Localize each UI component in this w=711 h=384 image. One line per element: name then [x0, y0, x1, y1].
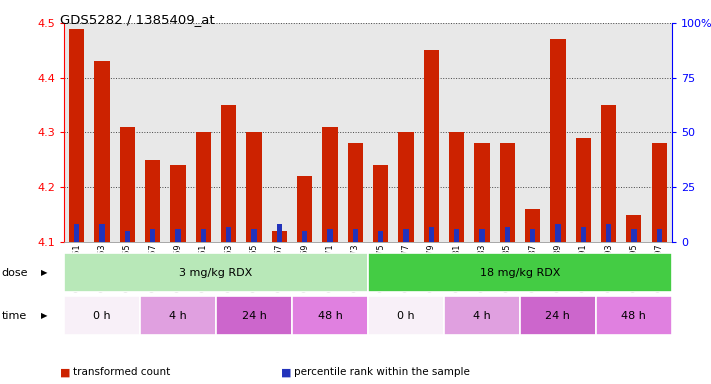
Bar [398, 132, 414, 242]
Bar [378, 231, 383, 242]
Text: 0 h: 0 h [93, 311, 111, 321]
Bar [140, 296, 216, 335]
Bar [246, 132, 262, 242]
Bar [145, 160, 160, 242]
Bar [601, 105, 616, 242]
Bar [525, 209, 540, 242]
Bar [474, 143, 489, 242]
Bar [596, 296, 672, 335]
Bar [124, 231, 130, 242]
Bar [626, 215, 641, 242]
Text: 3 mg/kg RDX: 3 mg/kg RDX [179, 268, 252, 278]
Bar [95, 61, 109, 242]
Text: ■: ■ [281, 367, 292, 377]
Text: 18 mg/kg RDX: 18 mg/kg RDX [480, 268, 560, 278]
Bar [322, 127, 338, 242]
Bar [656, 229, 662, 242]
Bar [292, 296, 368, 335]
Text: transformed count: transformed count [73, 367, 171, 377]
Bar [449, 132, 464, 242]
Bar [444, 296, 520, 335]
Bar [251, 229, 257, 242]
Text: 24 h: 24 h [545, 311, 570, 321]
Text: dose: dose [1, 268, 28, 278]
Text: ▶: ▶ [41, 268, 48, 277]
Bar [277, 224, 282, 242]
Text: 48 h: 48 h [621, 311, 646, 321]
Bar [403, 229, 409, 242]
Text: 24 h: 24 h [242, 311, 267, 321]
Bar [216, 296, 292, 335]
Text: 4 h: 4 h [169, 311, 187, 321]
Bar [520, 296, 596, 335]
Text: 4 h: 4 h [473, 311, 491, 321]
Text: 48 h: 48 h [318, 311, 343, 321]
Bar [479, 229, 485, 242]
Bar [651, 143, 667, 242]
Bar [297, 176, 312, 242]
Bar [100, 224, 105, 242]
Bar [64, 296, 140, 335]
Bar [348, 143, 363, 242]
Bar [226, 227, 231, 242]
Text: ▶: ▶ [41, 311, 48, 320]
Bar [530, 229, 535, 242]
Bar [150, 229, 155, 242]
Bar [302, 231, 307, 242]
Bar [196, 132, 211, 242]
Bar [555, 224, 560, 242]
Bar [424, 50, 439, 242]
Bar [74, 224, 80, 242]
Bar [631, 229, 636, 242]
Bar [368, 296, 444, 335]
Bar [500, 143, 515, 242]
Bar [368, 253, 672, 292]
Bar [327, 229, 333, 242]
Text: GDS5282 / 1385409_at: GDS5282 / 1385409_at [60, 13, 215, 26]
Text: ■: ■ [60, 367, 71, 377]
Bar [581, 227, 586, 242]
Bar [272, 231, 287, 242]
Bar [576, 138, 591, 242]
Bar [176, 229, 181, 242]
Bar [606, 224, 611, 242]
Bar [221, 105, 236, 242]
Bar [64, 253, 368, 292]
Bar [119, 127, 135, 242]
Bar [353, 229, 358, 242]
Bar [505, 227, 510, 242]
Text: 0 h: 0 h [397, 311, 415, 321]
Text: time: time [1, 311, 27, 321]
Text: percentile rank within the sample: percentile rank within the sample [294, 367, 469, 377]
Bar [171, 165, 186, 242]
Bar [69, 28, 85, 242]
Bar [454, 229, 459, 242]
Bar [373, 165, 388, 242]
Bar [429, 227, 434, 242]
Bar [201, 229, 206, 242]
Bar [550, 40, 565, 242]
